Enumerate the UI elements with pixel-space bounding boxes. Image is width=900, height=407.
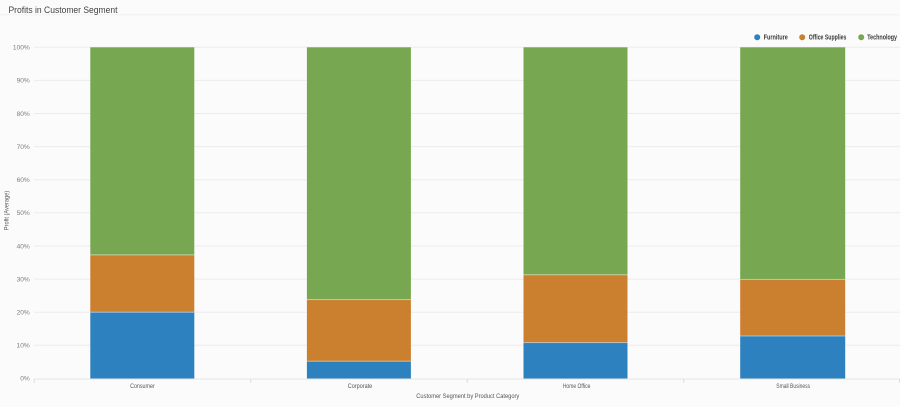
svg-text:100%: 100% — [13, 45, 30, 52]
svg-text:Home Office: Home Office — [563, 383, 591, 390]
svg-text:20%: 20% — [17, 310, 30, 317]
svg-text:80%: 80% — [17, 111, 30, 118]
svg-text:40%: 40% — [17, 243, 30, 250]
svg-text:Profit (Average): Profit (Average) — [4, 191, 11, 230]
svg-text:Technology: Technology — [867, 35, 897, 42]
svg-text:70%: 70% — [17, 144, 30, 151]
svg-text:Office Supplies: Office Supplies — [809, 35, 847, 42]
svg-text:30%: 30% — [17, 276, 30, 283]
svg-text:Customer Segment by Product Ca: Customer Segment by Product Category — [416, 393, 520, 400]
svg-text:Corporate: Corporate — [348, 383, 373, 390]
svg-text:Small Business: Small Business — [776, 383, 810, 390]
svg-text:Furniture: Furniture — [764, 35, 788, 42]
svg-text:60%: 60% — [17, 177, 30, 184]
svg-text:50%: 50% — [17, 210, 30, 217]
svg-text:10%: 10% — [17, 343, 30, 350]
svg-text:90%: 90% — [17, 78, 30, 85]
svg-text:Profits in Customer Segment: Profits in Customer Segment — [9, 5, 118, 15]
svg-text:0%: 0% — [20, 376, 30, 383]
svg-text:Consumer: Consumer — [130, 383, 155, 390]
